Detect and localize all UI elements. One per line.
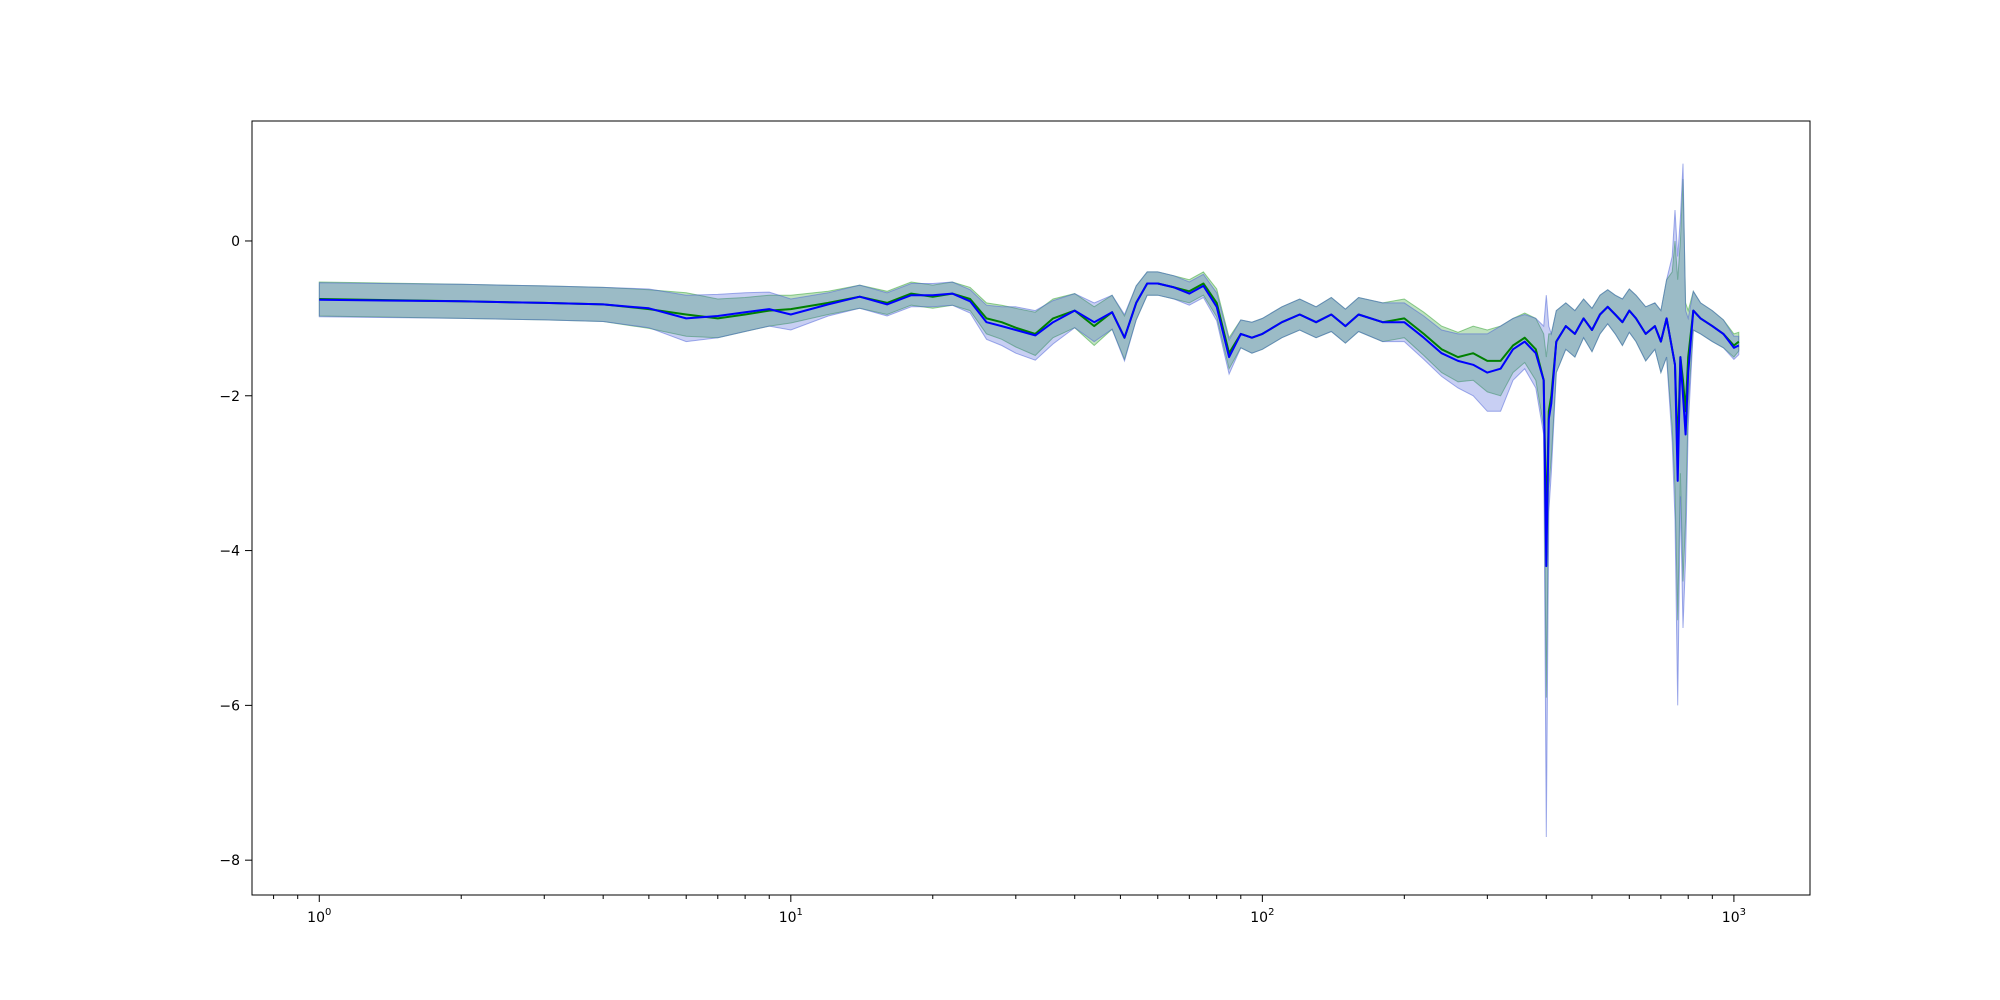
series-1-band bbox=[318, 178, 1740, 698]
y-tick-label: 0 bbox=[231, 234, 240, 250]
plot-frame bbox=[251, 120, 1811, 896]
x-axis: 100 101 102 103 bbox=[273, 895, 1746, 926]
series-2-line bbox=[319, 282, 1740, 568]
x-tick-label: 101 bbox=[779, 907, 803, 926]
x-tick-label: 103 bbox=[1722, 907, 1746, 926]
y-tick-label: −8 bbox=[219, 853, 240, 869]
series-2-band bbox=[318, 163, 1740, 838]
series-lines bbox=[319, 282, 1740, 568]
confidence-bands bbox=[318, 163, 1740, 838]
y-tick-label: −2 bbox=[219, 389, 240, 405]
x-tick-label: 102 bbox=[1250, 907, 1274, 926]
y-axis: 0 −2 −4 −6 −8 bbox=[219, 234, 252, 869]
x-tick-label: 100 bbox=[307, 907, 331, 926]
y-tick-label: −6 bbox=[219, 698, 240, 714]
y-tick-label: −4 bbox=[219, 544, 240, 560]
